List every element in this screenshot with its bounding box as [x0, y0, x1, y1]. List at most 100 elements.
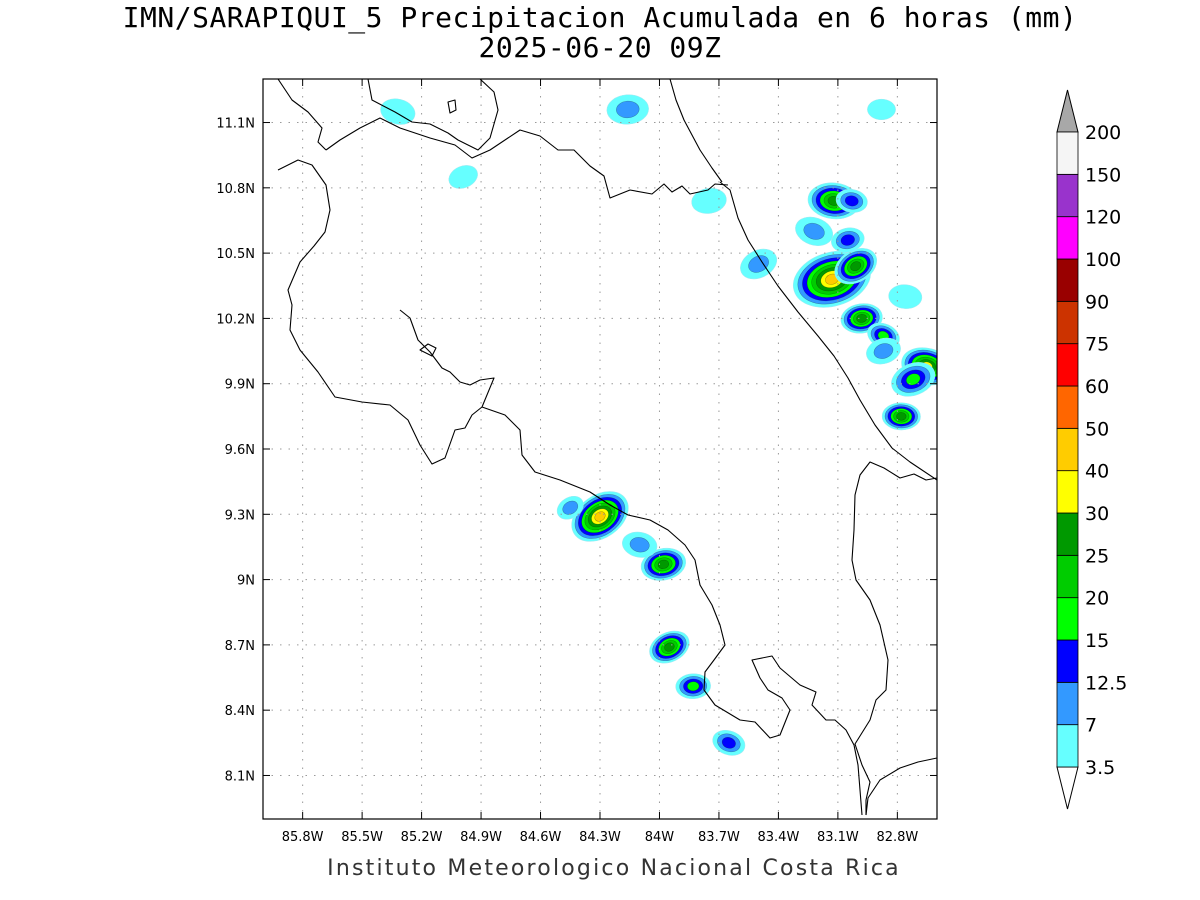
precip-cell	[556, 496, 584, 520]
precip-cell	[606, 94, 649, 125]
precip-cell	[835, 189, 868, 213]
precip-contour-7	[629, 537, 650, 553]
colorbar-label: 150	[1085, 164, 1121, 186]
colorbar-swatch-20	[1056, 554, 1079, 599]
precip-contour-25	[856, 314, 868, 323]
colorbar-label: 90	[1085, 291, 1109, 313]
precip-contour-3.5	[888, 284, 923, 309]
lat-tick-label: 8.4N	[225, 704, 255, 719]
precip-contour-3.5	[448, 165, 478, 189]
lat-tick-label: 9.9N	[225, 378, 255, 393]
map-valid-time: 2025-06-20 09Z	[478, 31, 722, 64]
precip-cell	[712, 729, 746, 756]
colorbar-label: 3.5	[1085, 757, 1115, 779]
lon-tick-label: 83.4W	[758, 830, 800, 845]
precip-contour-12.5	[844, 195, 859, 207]
caribbean-coast	[719, 181, 937, 481]
panama-coast	[851, 461, 937, 815]
lake-island	[447, 99, 457, 114]
precip-cell	[380, 98, 416, 125]
northern-border	[325, 117, 729, 199]
precip-contour-3.5	[867, 98, 896, 121]
precip-cell	[675, 673, 711, 700]
lat-tick-label: 9N	[237, 574, 255, 589]
panama-border	[865, 757, 937, 816]
lon-tick-label: 83.1W	[817, 830, 859, 845]
colorbar-label: 60	[1085, 376, 1109, 398]
colorbar-label: 12.5	[1085, 672, 1127, 694]
lon-tick-label: 84.3W	[579, 830, 621, 845]
lon-tick-label: 84W	[645, 830, 675, 845]
lon-tick-label: 82.8W	[876, 830, 918, 845]
precip-contour-12.5	[721, 737, 736, 749]
nicaragua-border-lake	[367, 79, 499, 151]
axis-ticks: 85.8W 85.5W 85.2W 84.9W 84.6W 84.3W 84W 83.7W 83…	[216, 79, 937, 845]
precip-cell	[640, 547, 687, 581]
colorbar-high-arrow	[1056, 89, 1079, 133]
colorbar-label: 40	[1085, 461, 1109, 483]
colorbar-label: 15	[1085, 630, 1109, 652]
precip-cell	[831, 227, 865, 253]
colorbar-label: 30	[1085, 503, 1109, 525]
precip-cell	[649, 630, 690, 664]
institution-credit: Instituto Meteorologico Nacional Costa R…	[327, 856, 901, 881]
lat-tick-label: 10.5N	[216, 247, 255, 262]
colorbar-label: 200	[1085, 122, 1121, 144]
colorbar-label: 20	[1085, 588, 1109, 610]
nicaragua-coast-north	[277, 79, 327, 151]
precip-cell	[834, 248, 877, 285]
lat-tick-label: 11.1N	[216, 117, 255, 132]
precip-cell	[867, 98, 896, 121]
colorbar-label: 100	[1085, 249, 1121, 271]
lon-tick-label: 83.7W	[698, 830, 740, 845]
precip-cell	[691, 187, 727, 214]
lon-tick-label: 85.8W	[282, 830, 324, 845]
precip-contour-7	[748, 255, 769, 273]
lon-tick-label: 84.9W	[460, 830, 502, 845]
colorbar-swatch-15	[1056, 597, 1079, 641]
colorbar-swatch-40	[1056, 427, 1079, 472]
nicoya-island	[419, 343, 437, 357]
precip-cell	[888, 284, 923, 309]
colorbar-label: 120	[1085, 207, 1121, 229]
lat-tick-label: 10.2N	[216, 312, 255, 327]
precip-contour-3.5	[691, 187, 727, 214]
precip-contour-7	[562, 500, 579, 515]
lat-tick-label: 10.8N	[216, 182, 255, 197]
lon-tick-label: 84.6W	[520, 830, 562, 845]
graticule	[263, 79, 937, 819]
colorbar-label: 7	[1085, 715, 1097, 737]
central-pacific-coast	[481, 406, 863, 816]
precip-contour-7	[803, 222, 825, 240]
precip-cell	[448, 165, 478, 189]
precip-cell	[571, 491, 629, 542]
precip-cell	[622, 531, 658, 558]
colorbar-swatch-90	[1056, 258, 1079, 302]
precip-cell	[881, 402, 921, 431]
colorbar-swatch-150	[1056, 131, 1079, 175]
lat-tick-label: 8.7N	[225, 639, 255, 654]
colorbar-label: 75	[1085, 334, 1109, 356]
lat-tick-label: 8.1N	[225, 769, 255, 784]
colorbar-label: 50	[1085, 418, 1109, 440]
precipitation-field	[380, 94, 937, 756]
map-title: IMN/SARAPIQUI_5 Precipitacion Acumulada …	[122, 1, 1078, 34]
colorbar-swatch-120	[1056, 173, 1079, 218]
precip-contour-25	[850, 261, 862, 272]
colorbar-label: 25	[1085, 545, 1109, 567]
colorbar-low-arrow	[1056, 766, 1079, 810]
colorbar-swatch-7	[1056, 681, 1079, 726]
precip-contour-12.5	[840, 234, 855, 246]
lat-tick-label: 9.6N	[225, 443, 255, 458]
precip-cell	[891, 362, 936, 397]
colorbar-swatch-25	[1056, 512, 1079, 556]
colorbar-swatch-30	[1056, 470, 1079, 514]
precip-contour-7	[616, 100, 640, 119]
precip-contour-15	[906, 373, 921, 386]
precip-cell	[795, 216, 834, 246]
nicoya-pacific-coast	[277, 159, 495, 465]
colorbar-swatch-50	[1056, 385, 1079, 429]
precip-contour-40	[594, 511, 606, 522]
colorbar-swatch-75	[1056, 300, 1079, 345]
colorbar-swatch-60	[1056, 343, 1079, 387]
